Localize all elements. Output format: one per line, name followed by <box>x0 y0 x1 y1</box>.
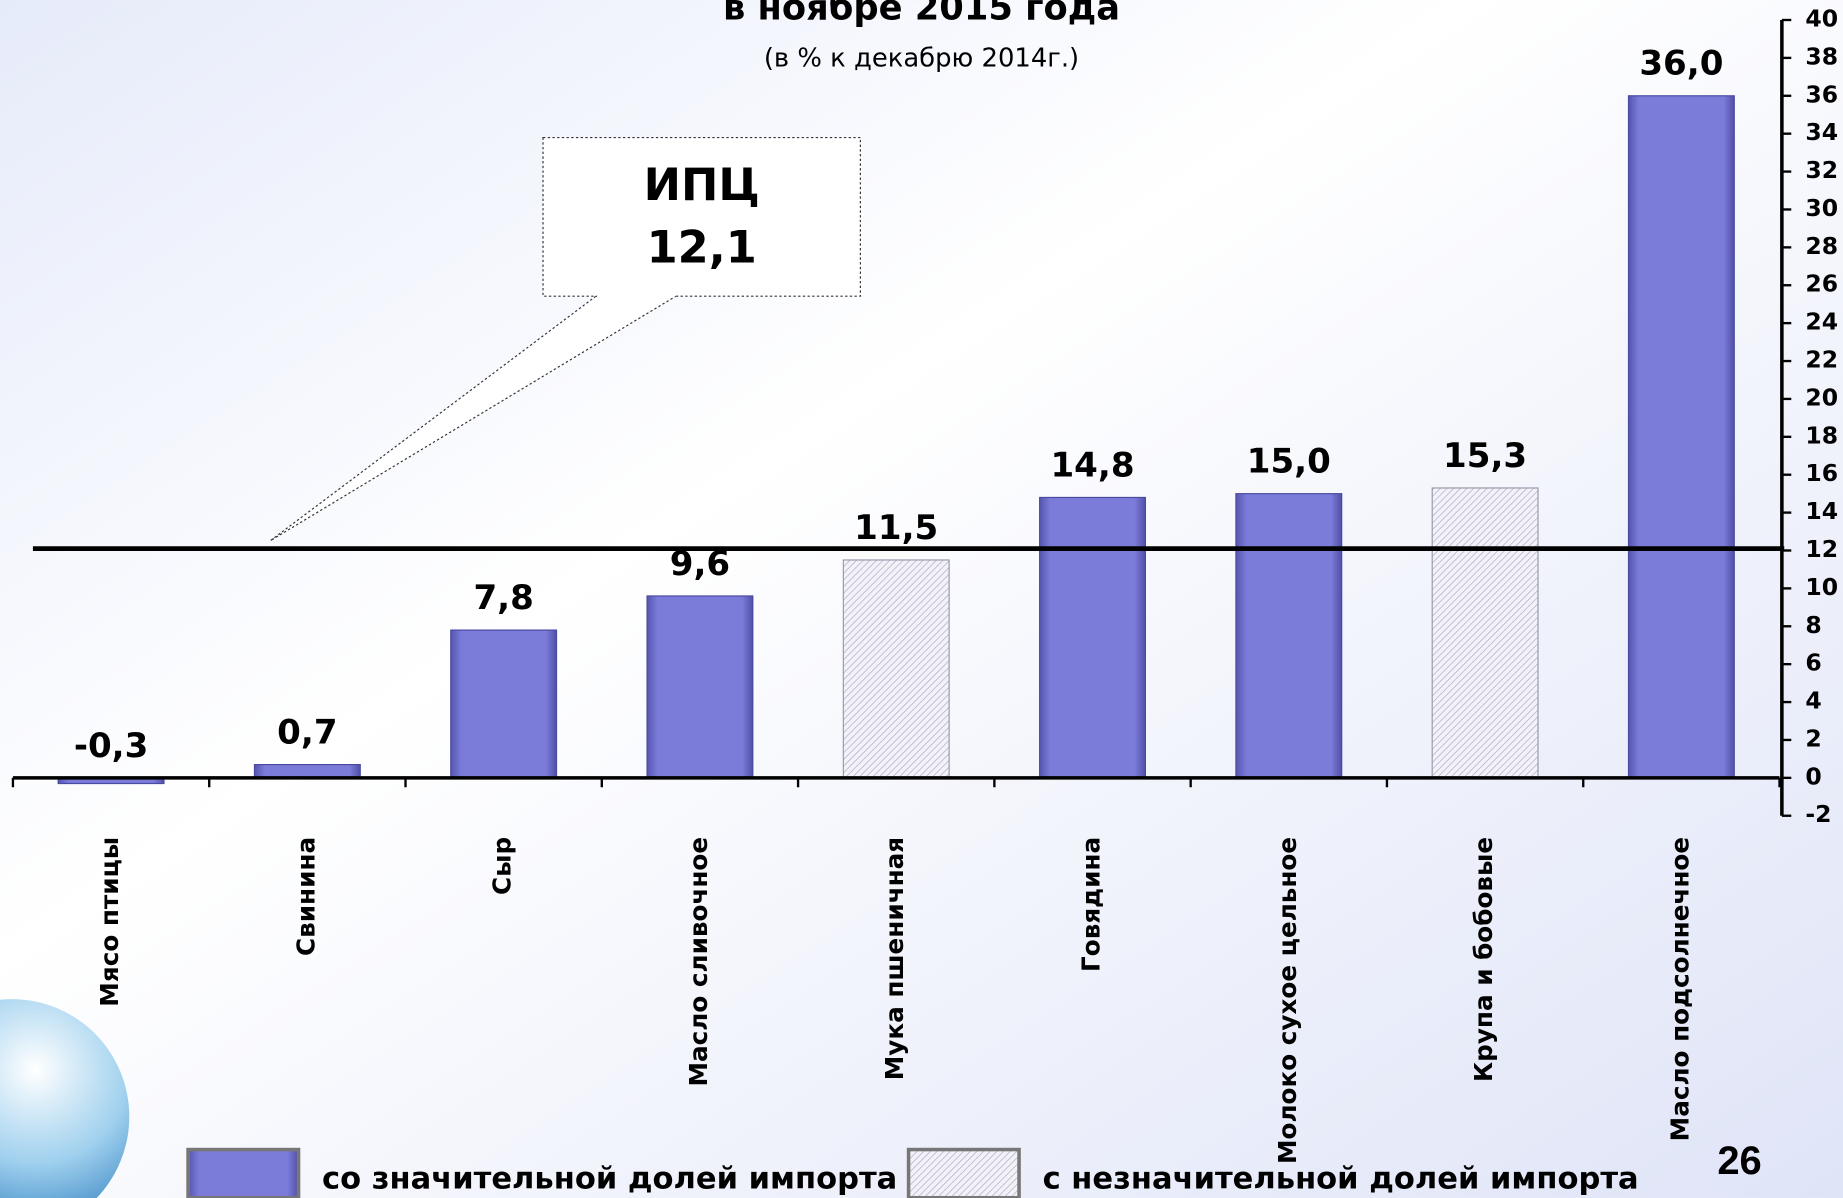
x-tick-label: Молоко сухое цельное <box>1273 837 1302 1164</box>
x-tick-label: Говядина <box>1077 837 1106 972</box>
y-tick-label: 4 <box>1805 687 1821 715</box>
value-label: -0,3 <box>74 726 149 766</box>
x-tick-label: Мясо птицы <box>95 837 124 1007</box>
value-label: 11,5 <box>854 508 938 548</box>
y-tick-label: 26 <box>1805 270 1838 298</box>
y-tick-label: 8 <box>1805 611 1821 639</box>
bar <box>646 595 754 779</box>
bar <box>450 629 558 779</box>
y-tick-label: 24 <box>1805 308 1838 336</box>
bar <box>1039 496 1146 779</box>
callout: ИПЦ 12,1 <box>269 136 861 542</box>
page-number: 26 <box>1717 1139 1761 1183</box>
y-tick-label: 2 <box>1805 724 1821 752</box>
x-tick-label: Крупа и бобовые <box>1469 837 1498 1082</box>
y-tick-label: 6 <box>1805 649 1821 677</box>
y-tick-label: 32 <box>1805 156 1838 184</box>
y-tick-label: 34 <box>1805 118 1838 146</box>
value-label: 36,0 <box>1639 44 1723 84</box>
x-tick-label: Масло сливочное <box>684 837 713 1087</box>
value-label: 14,8 <box>1050 445 1134 485</box>
bar <box>1235 493 1343 779</box>
y-tick-label: 38 <box>1805 42 1838 70</box>
y-tick-label: 12 <box>1805 535 1838 563</box>
value-label: 7,8 <box>473 578 533 618</box>
legend-label: со значительной долей импорта <box>322 1162 897 1197</box>
x-tick-label: Масло подсолнечное <box>1665 837 1694 1141</box>
bar <box>1627 95 1735 779</box>
bar <box>842 559 950 779</box>
y-tick-label: 20 <box>1805 383 1838 411</box>
x-tick-label: Мука пшеничная <box>880 837 909 1080</box>
callout-box <box>542 136 861 297</box>
reference-value: 12,1 <box>647 221 757 273</box>
reference-label: ИПЦ <box>644 159 760 211</box>
legend-swatch <box>906 1147 1021 1198</box>
callout-pointer <box>269 295 678 542</box>
value-label: 0,7 <box>277 713 337 753</box>
y-tick-label: 28 <box>1805 232 1838 260</box>
y-tick-label: 14 <box>1805 497 1838 525</box>
bar <box>253 763 361 779</box>
y-tick-label: 22 <box>1805 346 1838 374</box>
y-tick-label: 10 <box>1805 573 1838 601</box>
value-label: 15,0 <box>1247 442 1331 482</box>
x-tick-label: Свинина <box>291 837 320 956</box>
y-tick-label: 18 <box>1805 421 1838 449</box>
chart-title: в ноябре 2015 года <box>723 0 1120 28</box>
y-tick-label: 0 <box>1805 762 1821 790</box>
x-tick-label: Сыр <box>488 837 517 895</box>
y-tick-label: 40 <box>1805 5 1838 33</box>
chart-subtitle: (в % к декабрю 2014г.) <box>764 43 1079 73</box>
y-tick-label: 30 <box>1805 194 1838 222</box>
y-tick-label: 16 <box>1805 459 1838 487</box>
y-tick-label: 36 <box>1805 80 1838 108</box>
bar <box>1431 487 1539 779</box>
y-tick-label: -2 <box>1805 800 1831 828</box>
value-label: 15,3 <box>1443 436 1527 476</box>
legend-swatch <box>186 1147 301 1198</box>
legend-label: с незначительной долей импорта <box>1043 1162 1639 1197</box>
decor-sphere <box>0 999 130 1198</box>
